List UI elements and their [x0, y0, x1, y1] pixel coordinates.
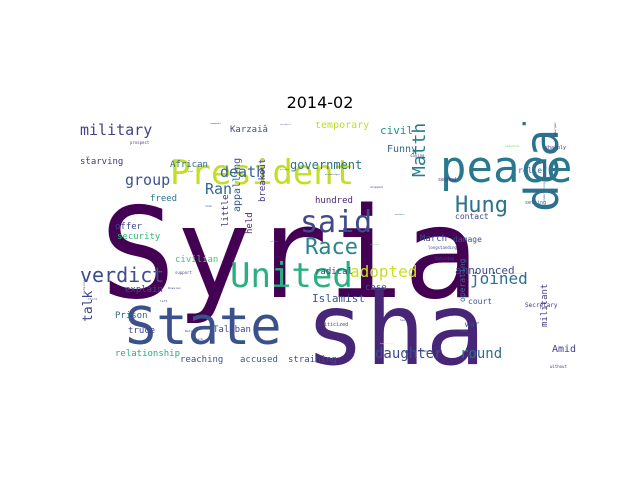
cloud-word: prisoner	[280, 169, 290, 171]
cloud-word: breaking	[418, 349, 433, 353]
cloud-word: Amid	[552, 344, 576, 355]
cloud-word: Syria	[100, 180, 479, 327]
cloud-word: commander	[210, 123, 222, 125]
cloud-word: setting	[525, 200, 546, 206]
cloud-word: Hung	[455, 193, 508, 218]
cloud-word: Taliban	[213, 325, 251, 335]
cloud-word: sharply	[545, 145, 566, 151]
cloud-word: talk	[81, 291, 96, 322]
cloud-word: longstanding	[428, 245, 457, 250]
cloud-word: held	[245, 212, 255, 234]
cloud-word: without	[550, 364, 567, 369]
cloud-word: breakout	[258, 159, 268, 202]
cloud-word: Race	[305, 235, 358, 260]
cloud-word: deal	[515, 122, 569, 212]
cloud-word: announced	[455, 264, 515, 277]
cloud-word: accused	[240, 355, 278, 365]
cloud-word: African	[170, 160, 208, 170]
cloud-word: civil	[380, 124, 413, 137]
cloud-word: criticized	[318, 322, 348, 328]
cloud-word: insurgent	[553, 122, 557, 137]
cloud-word: attack	[192, 337, 203, 341]
cloud-word: second	[438, 177, 456, 183]
cloud-word: solution	[505, 144, 520, 148]
cloud-word: undermining	[542, 182, 546, 202]
cloud-word: March	[420, 234, 447, 244]
cloud-word: straining	[288, 355, 337, 365]
cloud-word: dead	[188, 171, 194, 173]
cloud-word: visited	[370, 243, 379, 246]
cloud-word: acknowledged	[325, 174, 340, 176]
cloud-word: contact	[455, 212, 489, 221]
cloud-word: Sad	[400, 318, 406, 322]
chart-title: 2014-02	[286, 93, 354, 112]
cloud-word: al	[86, 155, 90, 159]
cloud-word: relief	[518, 166, 547, 175]
cloud-word: civilian	[175, 255, 218, 265]
cloud-word: damage	[453, 235, 482, 244]
cloud-word: reaching	[180, 355, 223, 365]
cloud-word: security	[117, 232, 161, 242]
cloud-word: Nations	[185, 329, 198, 333]
cloud-word: State	[125, 297, 282, 357]
cloud-word: relationship	[115, 349, 180, 359]
cloud-word: retaining	[82, 278, 86, 294]
cloud-word: John	[205, 204, 212, 208]
cloud-word: radical	[315, 267, 353, 277]
cloud-word: temporary	[315, 122, 369, 131]
cloud-word: operating	[458, 258, 467, 302]
cloud-word: Worry	[375, 286, 384, 290]
cloud-word: Russian	[168, 286, 181, 290]
cloud-word: group	[125, 171, 170, 189]
cloud-word: Saturday	[435, 256, 455, 261]
cloud-word: military	[80, 122, 152, 139]
cloud-word: offer	[115, 222, 143, 232]
cloud-word: support	[175, 270, 192, 275]
cloud-word: date	[460, 329, 467, 333]
cloud-word: freed	[150, 194, 177, 204]
cloud-word: Matthew	[409, 122, 430, 177]
cloud-word: Prison	[115, 311, 148, 321]
cloud-word: United	[230, 256, 353, 296]
cloud-word: government	[290, 158, 362, 172]
cloud-word: said	[300, 205, 372, 240]
cloud-word: Ran	[205, 180, 232, 198]
cloud-word: terrorist	[280, 123, 292, 126]
cloud-word: Karzaiâ	[230, 125, 268, 135]
cloud-word: explain	[125, 285, 163, 295]
cloud-word: left	[160, 299, 167, 303]
cloud-word: adopted	[350, 262, 417, 281]
cloud-word: saying	[410, 153, 425, 158]
cloud-word: hundred	[315, 196, 353, 206]
cloud-word: appalling	[232, 158, 243, 212]
cloud-word: opposition	[510, 272, 523, 275]
cloud-word: daughter	[375, 346, 442, 362]
cloud-word: starving	[80, 157, 123, 167]
cloud-word: dropped	[370, 185, 383, 189]
cloud-word: war	[465, 320, 480, 329]
cloud-word: militant	[540, 284, 550, 327]
word-cloud: Syria sha State deal peace President United sai…	[80, 122, 580, 372]
cloud-word: Secretary	[525, 302, 558, 309]
cloud-word: death	[220, 163, 265, 181]
cloud-word: truce	[128, 326, 155, 336]
cloud-word: court	[468, 297, 492, 306]
cloud-word: sha	[305, 271, 486, 372]
cloud-word: Funny	[387, 144, 417, 155]
cloud-word: negotiation	[380, 342, 394, 345]
cloud-word: peace	[440, 142, 572, 193]
cloud-word: third	[88, 297, 97, 301]
cloud-word: prospect	[130, 140, 150, 145]
cloud-word: President	[170, 153, 354, 193]
cloud-word: soldier	[270, 241, 279, 243]
cloud-word: mediator	[395, 213, 405, 216]
cloud-word: round	[460, 346, 502, 362]
cloud-word: result	[403, 350, 414, 354]
cloud-word: joined	[470, 269, 528, 288]
cloud-word: Islamist	[312, 292, 365, 305]
cloud-word: case	[365, 283, 387, 293]
cloud-word: little	[221, 194, 231, 227]
cloud-word: verdict	[80, 263, 164, 287]
